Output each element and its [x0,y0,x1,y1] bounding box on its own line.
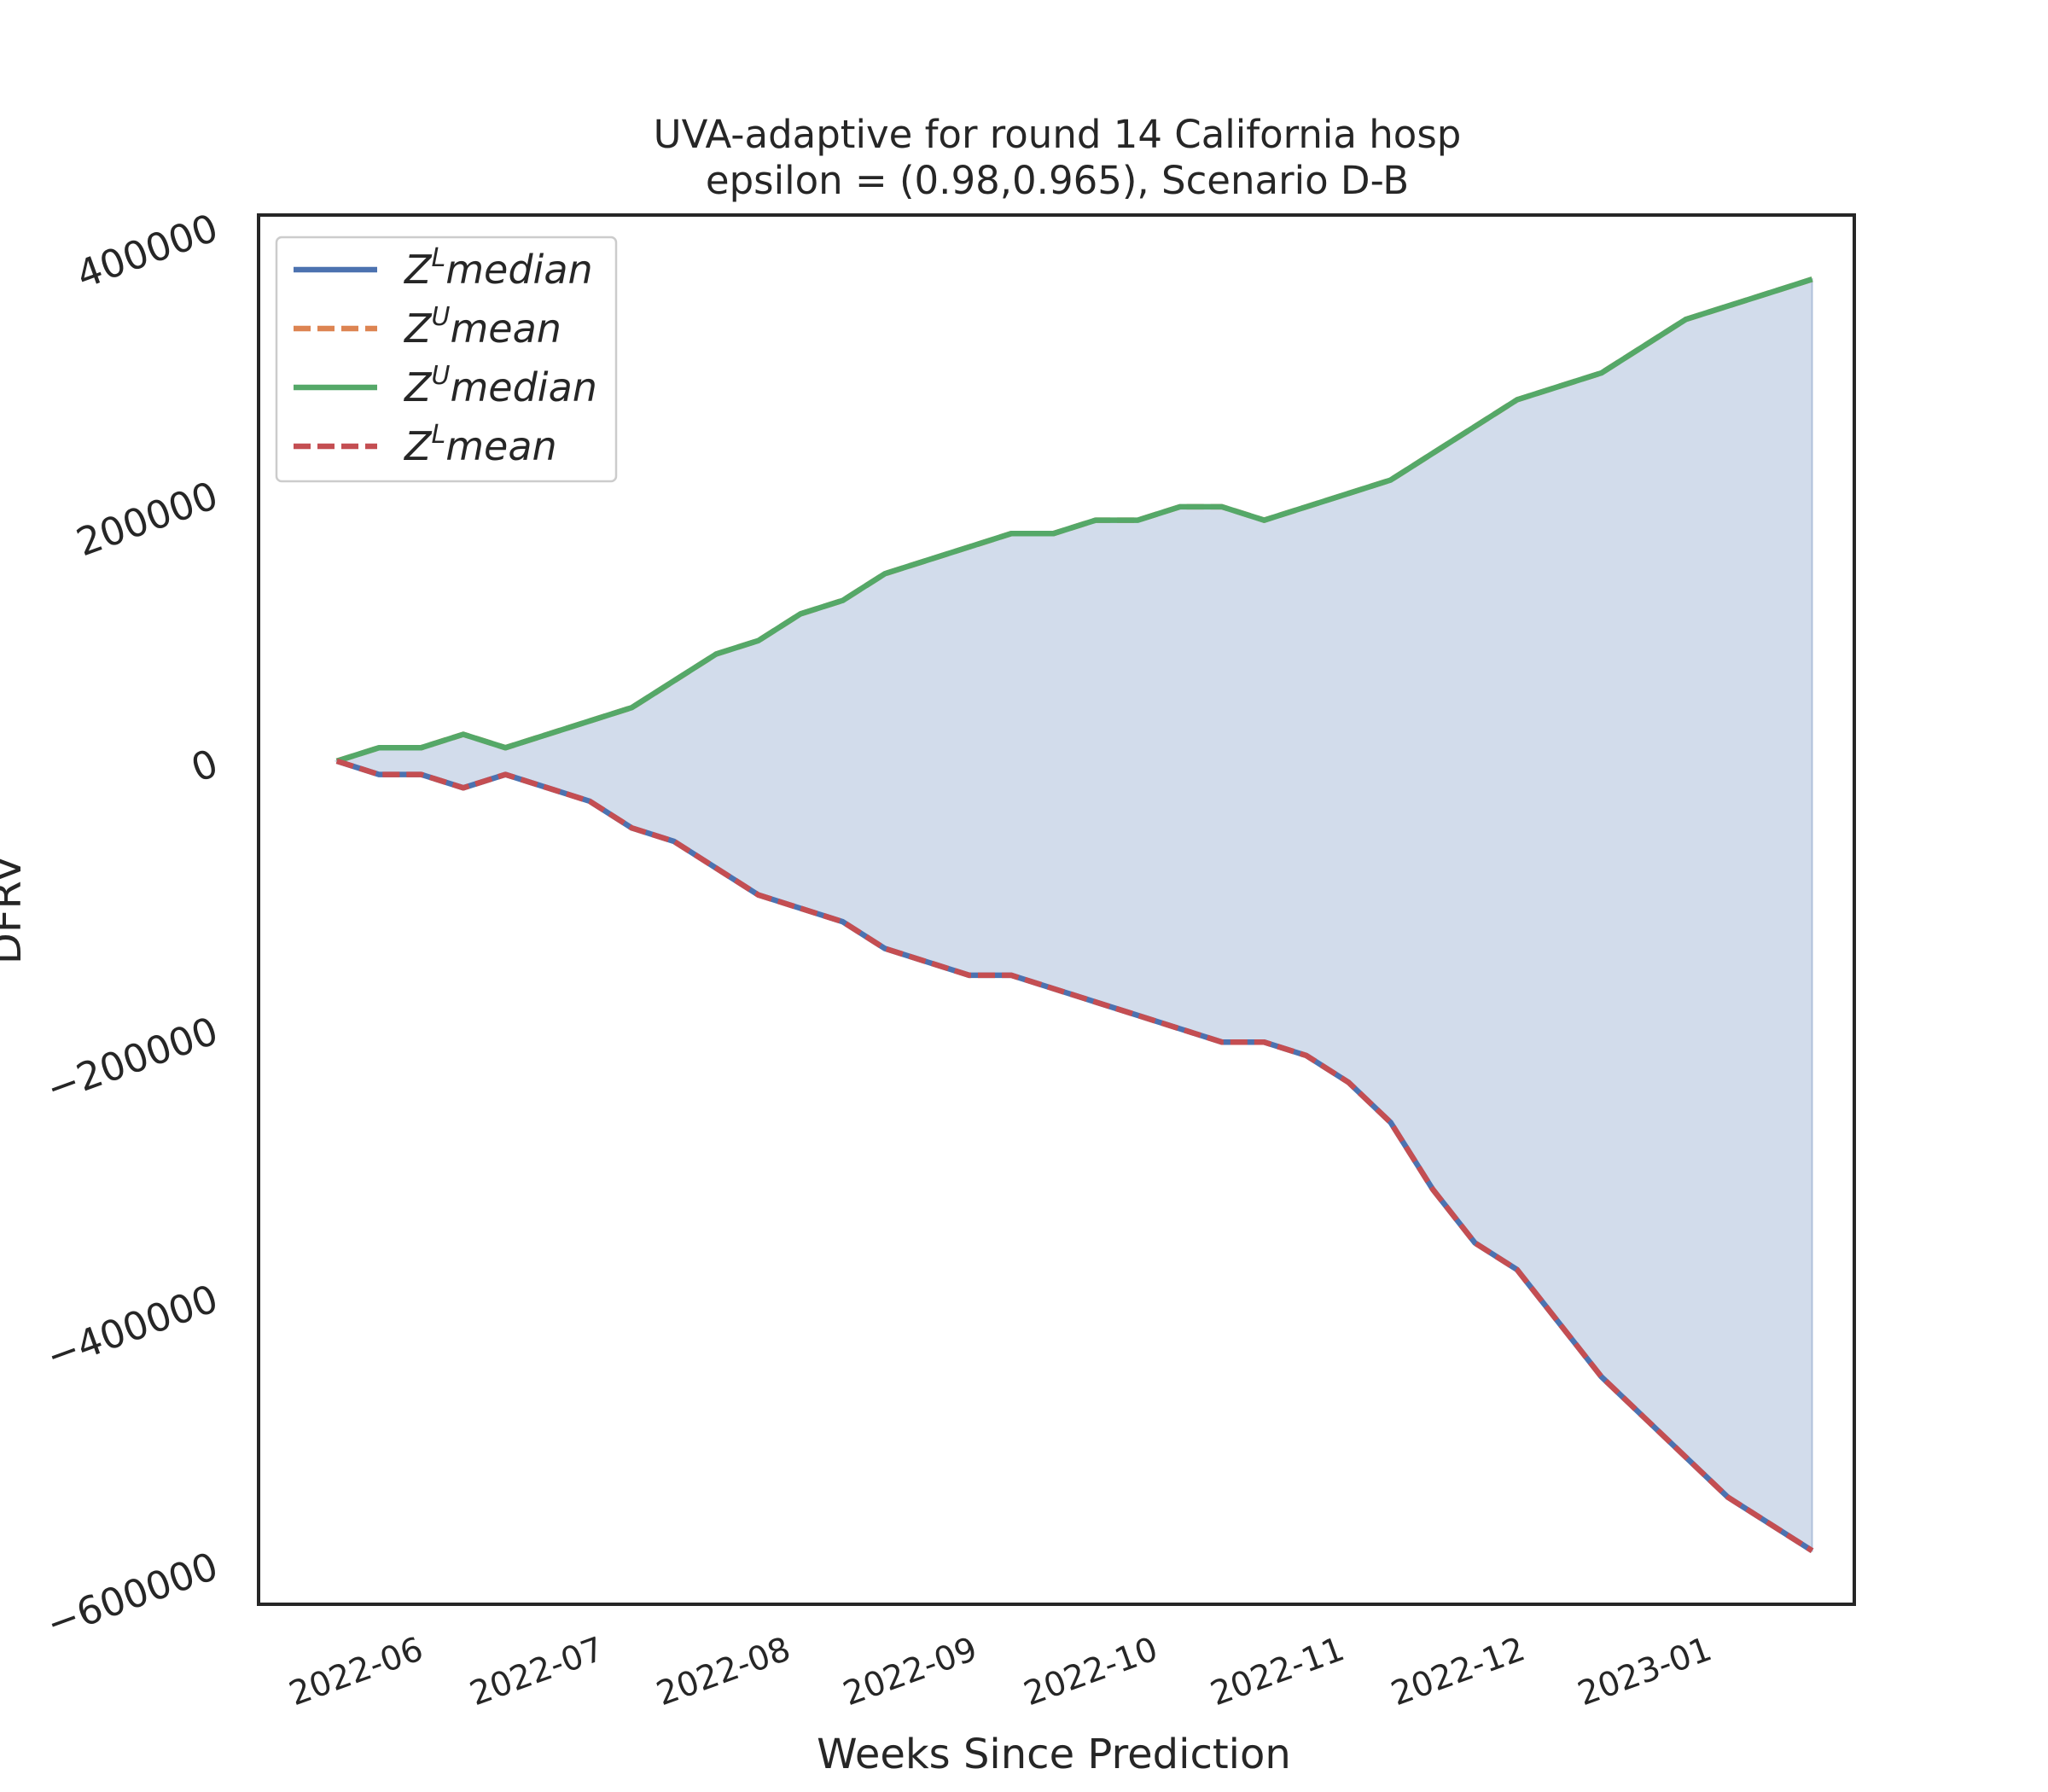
x-tick-label: 2022-08 [652,1630,796,1713]
legend-box [275,236,618,483]
series-zl-mean-line [335,758,1814,1554]
x-tick-label: 2023-01 [1573,1630,1717,1713]
x-tick-label: 2022-06 [284,1630,428,1713]
y-tick-label: −200000 [40,1008,224,1111]
legend-entry-zu-mean: ZUmean [294,302,561,352]
x-axis-ticks: 2022-06 2022-07 2022-08 2022-09 2022-10 2022-… [284,1630,1717,1713]
y-axis-label: DFRV [0,855,31,964]
legend-entry-zl-mean: ZLmean [294,420,557,469]
y-tick-label: 400000 [71,205,224,298]
legend-label: ZLmean [403,420,557,469]
y-axis-ticks: 400000 200000 0 −200000 −400000 −600000 [40,205,224,1647]
x-tick-label: 2022-10 [1019,1630,1163,1713]
y-tick-label: 0 [185,740,224,791]
legend-entry-zl-median: ZLmedian [294,243,593,293]
x-axis-label: Weeks Since Prediction [817,1731,1291,1778]
x-tick-label: 2022-07 [465,1630,609,1713]
x-tick-label: 2022-09 [838,1630,982,1713]
y-tick-label: −600000 [40,1544,224,1647]
legend-entry-zu-median: ZUmedian [294,361,597,410]
y-tick-label: −400000 [40,1276,224,1379]
chart-subtitle: epsilon = (0.98,0.965), Scenario D-B [706,158,1409,203]
plot-frame [257,213,1856,1606]
y-tick-label: 200000 [71,473,224,566]
legend-label: ZUmedian [403,361,597,410]
x-tick-label: 2022-12 [1387,1630,1531,1713]
chart-title: UVA-adaptive for round 14 California hos… [654,112,1462,157]
legend-label: ZUmean [403,302,561,352]
x-tick-label: 2022-11 [1206,1630,1350,1713]
series-zu-median-line [335,276,1813,765]
plot-area [334,276,1814,1554]
legend-label: ZLmedian [403,243,593,293]
legend: ZLmedian ZUmean ZUmedian ZLmean [275,236,618,483]
